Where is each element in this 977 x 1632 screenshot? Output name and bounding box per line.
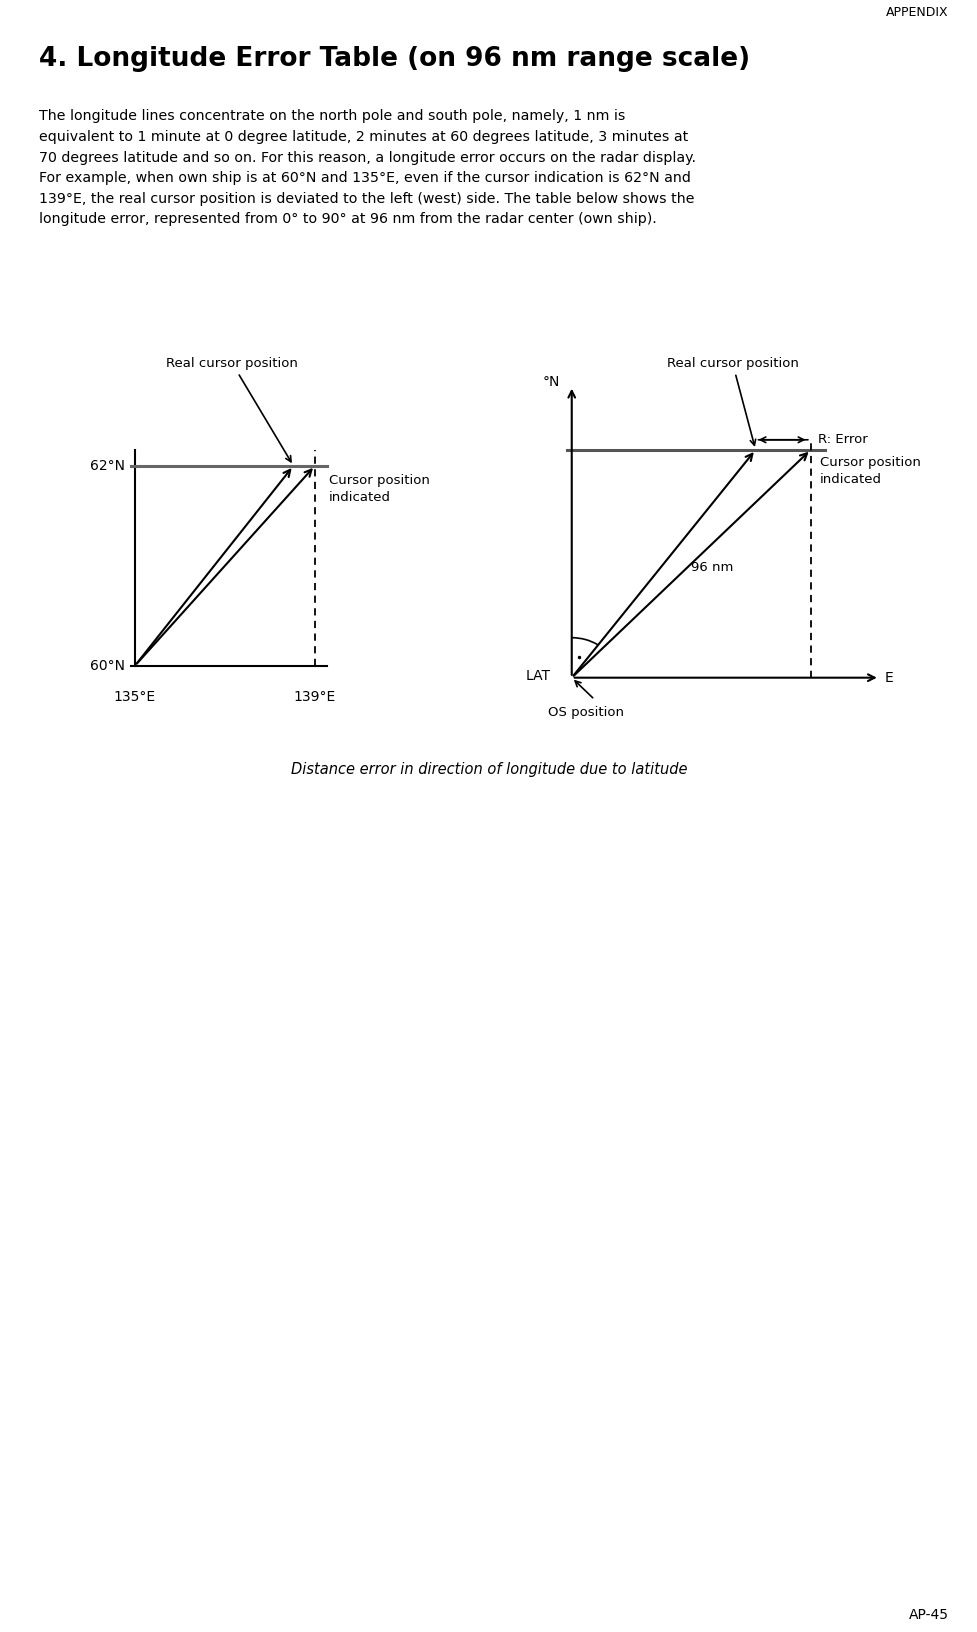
Text: OS position: OS position bbox=[547, 705, 623, 718]
Text: R: Error: R: Error bbox=[817, 432, 867, 446]
Text: Real cursor position: Real cursor position bbox=[166, 357, 298, 462]
Text: 4. Longitude Error Table (on 96 nm range scale): 4. Longitude Error Table (on 96 nm range… bbox=[39, 46, 749, 72]
Text: APPENDIX: APPENDIX bbox=[885, 7, 948, 18]
Text: 96 nm: 96 nm bbox=[691, 561, 733, 574]
Text: 60°N: 60°N bbox=[90, 659, 125, 672]
Text: °N: °N bbox=[542, 375, 560, 388]
Text: 62°N: 62°N bbox=[90, 459, 125, 473]
Text: The longitude lines concentrate on the north pole and south pole, namely, 1 nm i: The longitude lines concentrate on the n… bbox=[39, 109, 696, 227]
Text: 139°E: 139°E bbox=[293, 690, 336, 703]
Text: AP-45: AP-45 bbox=[908, 1608, 948, 1622]
Text: 135°E: 135°E bbox=[113, 690, 156, 703]
Text: LAT: LAT bbox=[526, 669, 550, 682]
Text: Cursor position
indicated: Cursor position indicated bbox=[819, 455, 920, 486]
Text: Real cursor position: Real cursor position bbox=[666, 357, 798, 446]
Text: E: E bbox=[883, 671, 892, 685]
Text: Cursor position
indicated: Cursor position indicated bbox=[328, 473, 429, 504]
Text: Distance error in direction of longitude due to latitude: Distance error in direction of longitude… bbox=[290, 762, 687, 777]
